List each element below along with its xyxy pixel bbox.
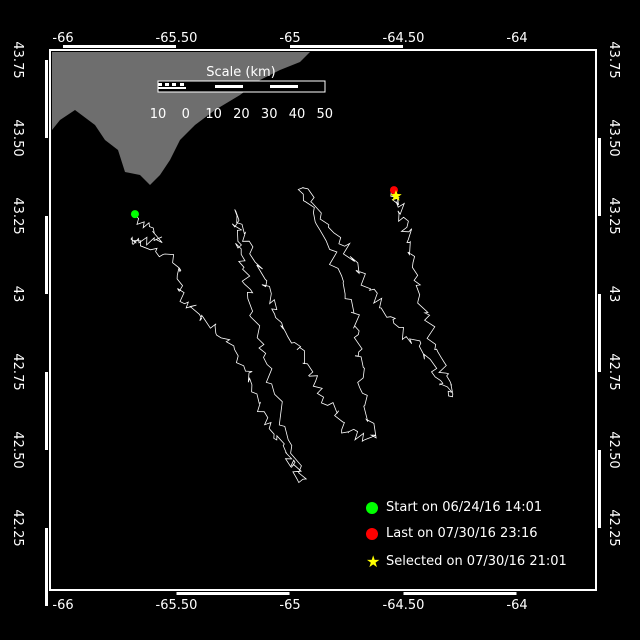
legend-selected-label: Selected on 07/30/16 21:01 [386, 554, 567, 569]
lat-tick-label-right: 43.50 [606, 119, 621, 156]
lon-tick-label-bottom: -66 [52, 598, 73, 613]
lat-scale-segment [45, 294, 48, 372]
lat-scale-segment [598, 450, 601, 528]
legend-last: Last on 07/30/16 23:16 [366, 526, 538, 541]
lon-scale-segment [403, 45, 517, 48]
red-dot-icon [366, 527, 378, 540]
lat-scale-segment [45, 216, 48, 294]
lon-scale-segment [403, 592, 517, 595]
lat-tick-label-left: 43.25 [10, 197, 25, 234]
scale-label: 10 [205, 107, 222, 122]
lon-tick-label-bottom: -65.50 [156, 598, 198, 613]
lat-scale-segment [598, 294, 601, 372]
lon-tick-label-bottom: -64 [506, 598, 527, 613]
lon-scale-segment [290, 45, 403, 48]
legend-last-label: Last on 07/30/16 23:16 [386, 526, 538, 541]
lon-scale-segment [176, 45, 290, 48]
scale-label: 20 [233, 107, 250, 122]
lon-tick-label-top: -66 [52, 31, 73, 46]
map-frame [49, 49, 597, 591]
lat-scale-segment [45, 372, 48, 450]
scale-label: 0 [182, 107, 190, 122]
lat-tick-label-left: 42.75 [10, 353, 25, 390]
scale-bar: Scale (km) 10 0 10 20 30 40 50 [150, 65, 333, 122]
lon-scale-segment [63, 592, 176, 595]
lon-tick-label-top: -64 [506, 31, 527, 46]
scale-label: 40 [289, 107, 306, 122]
lon-tick-label-top: -64.50 [383, 31, 425, 46]
lon-scale-segment [63, 45, 176, 48]
lat-tick-label-right: 42.50 [606, 431, 621, 468]
scale-label: 50 [317, 107, 334, 122]
lon-tick-label-bottom: -65 [279, 598, 300, 613]
lat-scale-segment [598, 138, 601, 216]
lat-scale-segment [598, 60, 601, 138]
lat-tick-label-right: 42.75 [606, 353, 621, 390]
lon-tick-label-top: -65 [279, 31, 300, 46]
lon-scale-segment [176, 592, 290, 595]
lat-tick-label-left: 43 [10, 286, 25, 303]
green-dot-icon [366, 501, 378, 514]
scale-title: Scale (km) [206, 65, 275, 80]
lat-tick-label-left: 43.50 [10, 119, 25, 156]
lat-scale-segment [45, 528, 48, 606]
scale-label: 30 [261, 107, 278, 122]
start-marker [130, 210, 139, 219]
lat-scale-segment [598, 216, 601, 294]
lat-tick-label-right: 43 [606, 286, 621, 303]
legend-selected: ★ Selected on 07/30/16 21:01 [366, 552, 567, 571]
lat-scale-segment [45, 138, 48, 216]
drifter-track [130, 187, 454, 484]
lat-tick-label-left: 42.50 [10, 431, 25, 468]
lat-scale-segment [598, 528, 601, 606]
selected-star-marker [390, 190, 402, 201]
lon-tick-label-bottom: -64.50 [383, 598, 425, 613]
scale-label: 10 [150, 107, 167, 122]
lon-scale-segment [290, 592, 403, 595]
lat-scale-segment [45, 450, 48, 528]
lon-tick-label-top: -65.50 [156, 31, 198, 46]
legend-start-label: Start on 06/24/16 14:01 [386, 500, 543, 515]
lat-tick-label-right: 42.25 [606, 509, 621, 546]
legend-start: Start on 06/24/16 14:01 [366, 500, 542, 515]
lat-tick-label-left: 42.25 [10, 509, 25, 546]
lat-tick-label-right: 43.75 [606, 41, 621, 78]
lat-scale-segment [45, 60, 48, 138]
lat-scale-segment [598, 372, 601, 450]
lat-tick-label-left: 43.75 [10, 41, 25, 78]
lat-tick-label-right: 43.25 [606, 197, 621, 234]
yellow-star-icon: ★ [366, 552, 381, 571]
